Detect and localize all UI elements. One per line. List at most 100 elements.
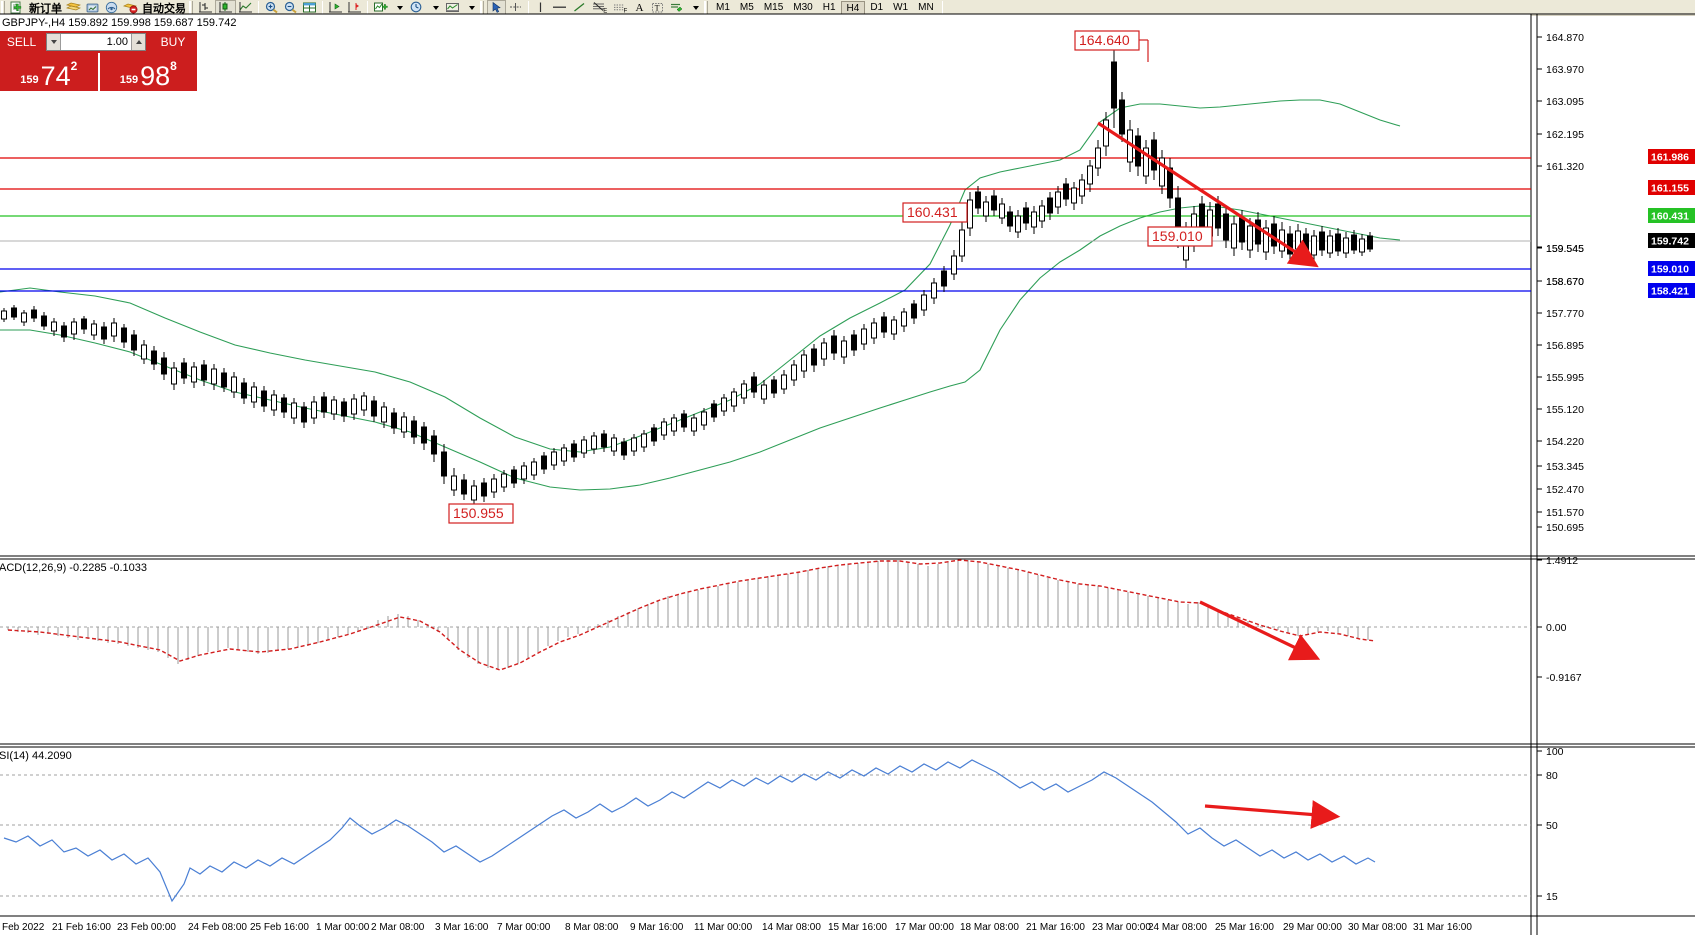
draw-tools-icon[interactable] [667, 0, 686, 15]
market-watch-icon[interactable] [83, 0, 102, 15]
annotation-160431[interactable]: 160.431 [902, 202, 968, 223]
timeframe-h4[interactable]: H4 [840, 0, 866, 15]
trend-arrow-macd [1199, 600, 1321, 661]
price-tick: 150.695 [1537, 522, 1584, 534]
data-window-icon[interactable] [300, 0, 319, 15]
price-axis[interactable]: 164.870 163.970 163.095 162.195 161.320 … [1536, 14, 1584, 935]
level-badge-159742-current-price[interactable]: 159.742 [1648, 233, 1695, 248]
draw-tools-dropdown[interactable] [686, 0, 703, 15]
level-badge-label: 161.986 [1651, 152, 1689, 164]
price-tick: 152.470 [1537, 484, 1584, 496]
zoom-in-icon[interactable] [262, 0, 281, 15]
rsi-axis[interactable]: 100 80 50 15 [1537, 746, 1564, 903]
trendline-icon[interactable] [570, 0, 589, 15]
sell-button[interactable]: SELL [0, 31, 43, 53]
volume-decrement-button[interactable] [47, 34, 61, 50]
templates-dropdown[interactable] [462, 0, 479, 15]
bar-chart-icon[interactable] [196, 0, 215, 15]
time-tick-label: 23 Mar 00:00 [1092, 922, 1151, 933]
rsi-tick-label: 50 [1546, 820, 1558, 832]
macd-histogram [7, 560, 1369, 670]
price-tick: 155.120 [1537, 404, 1584, 416]
timeframe-m5[interactable]: M5 [739, 1, 754, 13]
level-badge-159010[interactable]: 159.010 [1648, 261, 1695, 276]
new-order-icon[interactable] [8, 0, 27, 15]
crosshair-icon[interactable] [506, 0, 525, 15]
annotation-label: 160.431 [907, 204, 958, 220]
timeframe-w1[interactable]: W1 [893, 1, 909, 13]
templates-icon[interactable] [443, 0, 462, 15]
rsi-tick-label: 15 [1546, 891, 1558, 903]
profiles-icon[interactable] [64, 0, 83, 15]
fibo-icon[interactable]: E [589, 0, 610, 15]
period-dropdown[interactable] [426, 0, 443, 15]
time-tick-label: 1 Mar 00:00 [316, 922, 370, 933]
price-tick-label: 156.895 [1546, 340, 1584, 352]
volume-increment-button[interactable] [131, 34, 145, 50]
label-icon[interactable]: T [648, 0, 667, 15]
timeframe-m15[interactable]: M15 [763, 1, 784, 13]
svg-text:E: E [603, 9, 607, 15]
level-badge-161986[interactable]: 161.986 [1648, 149, 1695, 164]
text-icon[interactable]: A [635, 1, 644, 14]
price-tick-label: 158.670 [1546, 276, 1584, 288]
auto-trading-label[interactable]: 自动交易 [142, 2, 186, 15]
price-tick-label: 163.970 [1546, 64, 1584, 76]
line-chart-icon[interactable] [236, 0, 255, 15]
timeframe-h1[interactable]: H1 [822, 1, 836, 13]
trend-arrow-rsi [1204, 800, 1341, 829]
level-badge-161155[interactable]: 161.155 [1648, 180, 1695, 195]
timeframe-m1[interactable]: M1 [716, 1, 730, 13]
svg-text:F: F [624, 9, 628, 14]
price-tick: 151.570 [1537, 507, 1584, 519]
zoom-out-icon[interactable] [281, 0, 300, 15]
annotation-164640[interactable]: 164.640 [1074, 30, 1149, 62]
level-badge-158421[interactable]: 158.421 [1648, 283, 1695, 298]
price-tick-label: 153.345 [1546, 461, 1584, 473]
level-badge-160431[interactable]: 160.431 [1648, 208, 1695, 223]
macd-axis[interactable]: 1.4912 0.00 -0.9167 [1537, 555, 1582, 684]
shift-chart-icon[interactable] [326, 0, 345, 15]
sell-price-display[interactable]: 159 74 2 [0, 53, 98, 91]
buy-price-display[interactable]: 159 98 8 [99, 53, 197, 91]
period-icon[interactable] [407, 0, 426, 15]
price-tick-label-159545: 159.545 [1546, 243, 1584, 255]
price-tick: 164.870 [1537, 32, 1584, 44]
toolbar-grip-4[interactable] [704, 1, 708, 14]
time-axis[interactable]: Feb 2022 21 Feb 16:00 23 Feb 00:00 24 Fe… [2, 922, 1472, 933]
time-tick-label: 21 Feb 16:00 [52, 922, 111, 933]
vline-icon[interactable] [532, 0, 549, 15]
fibo-f-icon[interactable]: F [610, 0, 631, 15]
auto-trading-icon[interactable] [121, 0, 140, 15]
volume-field-wrap[interactable]: 1.00 [43, 31, 149, 53]
auto-scroll-icon[interactable] [345, 0, 364, 15]
time-tick-label: 31 Mar 16:00 [1413, 922, 1472, 933]
new-order-label[interactable]: 新订单 [29, 2, 62, 15]
timeframe-d1[interactable]: D1 [870, 1, 884, 13]
macd-label: ACD(12,26,9) -0.2285 -0.1033 [0, 562, 147, 574]
time-tick-label: Feb 2022 [2, 922, 45, 933]
add-indicator-dropdown[interactable] [390, 0, 407, 15]
hline-icon[interactable] [549, 0, 570, 15]
timeframe-m30[interactable]: M30 [793, 1, 813, 13]
annotation-150955[interactable]: 150.955 [448, 503, 514, 524]
level-badge-label: 160.431 [1651, 211, 1689, 223]
toolbar-grip-2[interactable] [189, 1, 193, 14]
price-tick-label: 152.470 [1546, 484, 1584, 496]
time-tick-label: 7 Mar 00:00 [497, 922, 551, 933]
main-toolbar[interactable]: 新订单 自动交易 [0, 0, 1695, 16]
one-click-trading-panel[interactable]: SELL 1.00 BUY 159 74 2 159 98 8 [0, 31, 197, 91]
timeframe-mn[interactable]: MN [918, 1, 934, 13]
navigator-icon[interactable] [102, 0, 121, 15]
symbol-header: GBPJPY-,H4 159.892 159.998 159.687 159.7… [2, 17, 237, 29]
toolbar-grip[interactable] [1, 1, 5, 14]
add-indicator-icon[interactable] [371, 0, 390, 15]
toolbar-separator-4 [528, 1, 529, 14]
volume-input[interactable]: 1.00 [106, 36, 128, 48]
time-tick-label: 24 Mar 08:00 [1148, 922, 1207, 933]
toolbar-grip-3[interactable] [480, 1, 484, 14]
buy-button[interactable]: BUY [149, 31, 197, 53]
annotation-159010[interactable]: 159.010 [1147, 226, 1213, 247]
rsi-tick-label: 80 [1546, 770, 1558, 782]
